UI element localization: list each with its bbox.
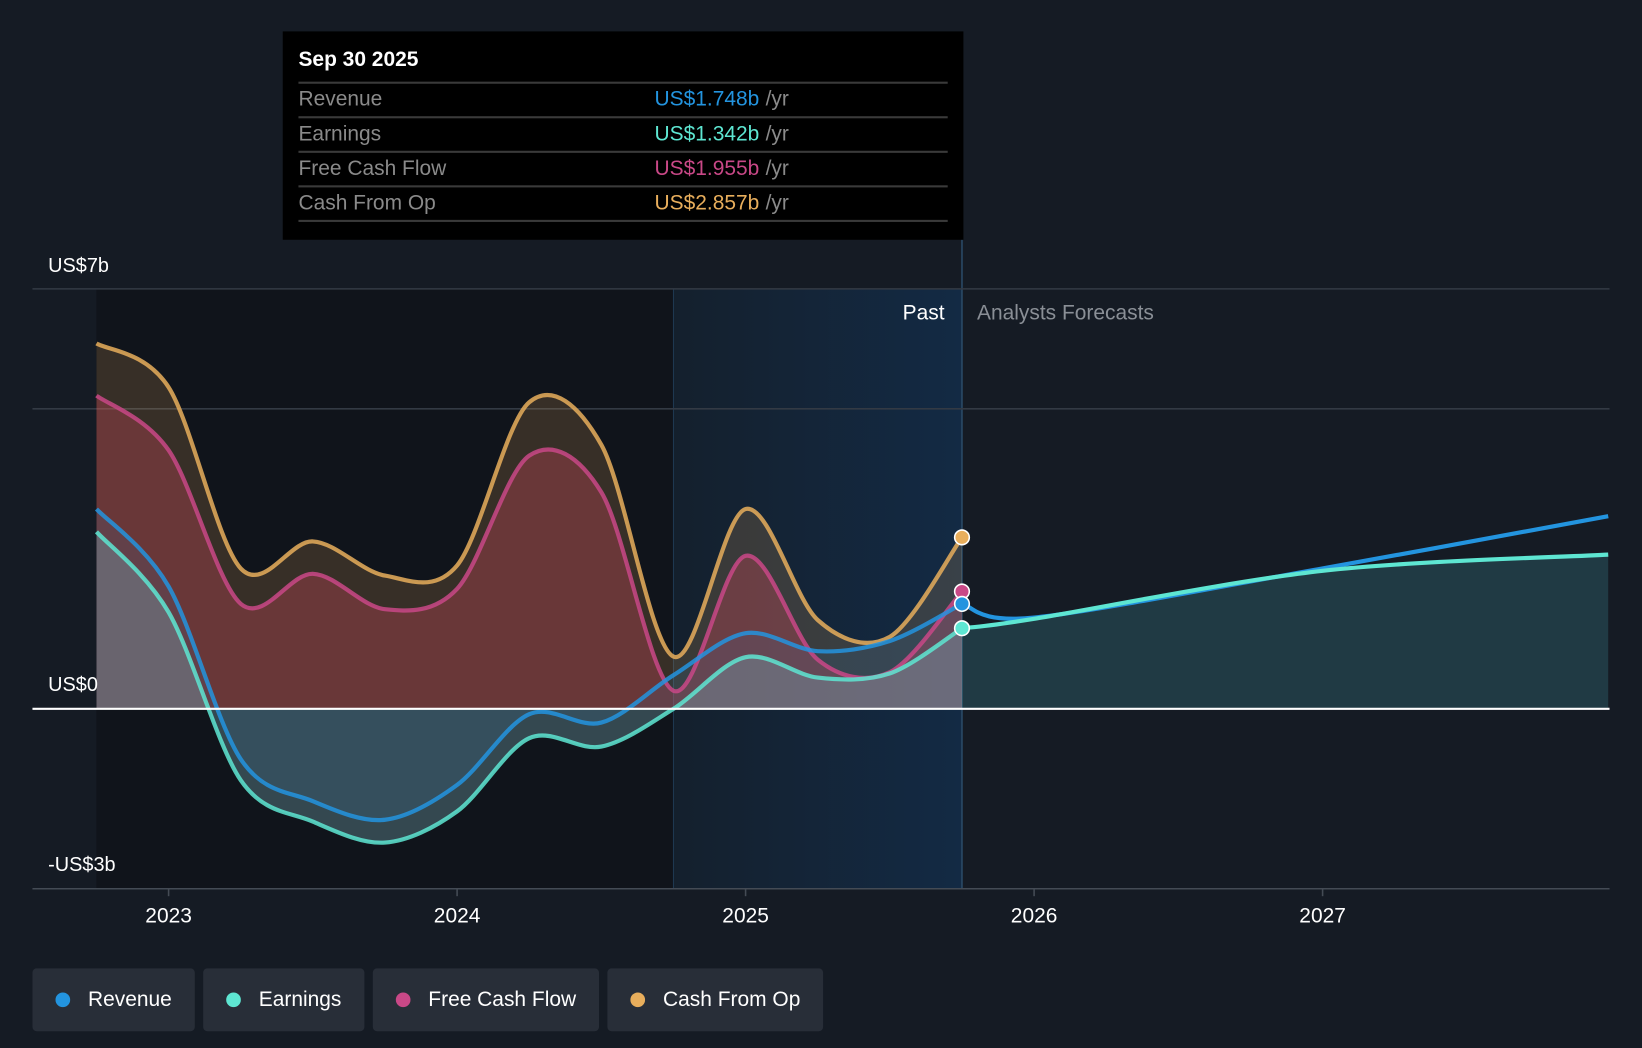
tooltip-value: US$2.857b [654,191,760,215]
tooltip: Sep 30 2025 Revenue US$1.748b/yr Earnings U… [282,31,964,240]
tooltip-value: US$1.342b [654,122,760,146]
earnings-forecast-line [961,552,1609,631]
legend-dot-icon [630,992,646,1008]
tooltip-value: US$1.955b [654,157,760,181]
cash-from-op-line [95,341,964,659]
revenue-area [96,509,962,821]
past-label: Past [903,301,945,324]
y-label-zero: US$0 [48,674,98,696]
tooltip-label: Cash From Op [298,191,436,215]
tooltip-row: Free Cash Flow US$1.955b/yr [298,150,948,186]
legend-item-revenue[interactable]: Revenue [32,968,195,1032]
x-tick-label: 2026 [1011,904,1058,927]
legend-dot-icon [226,992,241,1008]
cash-from-op-area [96,343,962,709]
cash-from-op-marker[interactable] [953,529,971,546]
legend: Revenue Earnings Free Cash Flow Cash From O… [32,968,824,1032]
legend-dot-icon [55,992,71,1008]
y-label-bottom: -US$3b [48,854,115,876]
earnings-marker[interactable] [953,620,971,637]
legend-item-free-cash-flow[interactable]: Free Cash Flow [372,968,600,1032]
x-tick-label: 2023 [145,904,192,927]
legend-label: Free Cash Flow [428,987,577,1011]
earnings-area [96,531,962,843]
tooltip-row: Earnings US$1.342b/yr [298,116,948,151]
tooltip-row: Cash From Op US$2.857b/yr [298,185,948,222]
x-tick-label: 2027 [1299,904,1346,927]
tooltip-unit: /yr [765,87,789,111]
earnings-line [94,530,964,845]
past-region [96,288,674,889]
tooltip-label: Revenue [298,87,383,111]
tooltip-unit: /yr [765,122,789,146]
tooltip-label: Free Cash Flow [298,157,447,181]
tooltip-value: US$1.748b [654,87,760,111]
x-tick-label: 2025 [722,904,769,927]
revenue-line [94,507,963,823]
tooltip-label: Earnings [298,122,382,146]
tooltip-date: Sep 30 2025 [298,48,419,72]
legend-label: Revenue [87,987,172,1011]
recent-past-highlight [672,288,963,890]
earnings-forecast-area [961,554,1609,709]
y-label-top: US$7b [48,255,109,277]
revenue-marker[interactable] [953,595,971,613]
forecast-label: Analysts Forecasts [977,301,1154,324]
free-cash-flow-area [96,395,962,709]
x-tick-label: 2024 [434,904,481,927]
tooltip-row: Revenue US$1.748b/yr [298,81,948,117]
legend-item-earnings[interactable]: Earnings [203,968,365,1032]
legend-item-cash-from-op[interactable]: Cash From Op [607,968,824,1032]
legend-dot-icon [395,992,411,1008]
tooltip-unit: /yr [765,157,789,181]
legend-label: Earnings [258,987,342,1011]
tooltip-unit: /yr [765,191,789,215]
legend-label: Cash From Op [663,987,801,1011]
